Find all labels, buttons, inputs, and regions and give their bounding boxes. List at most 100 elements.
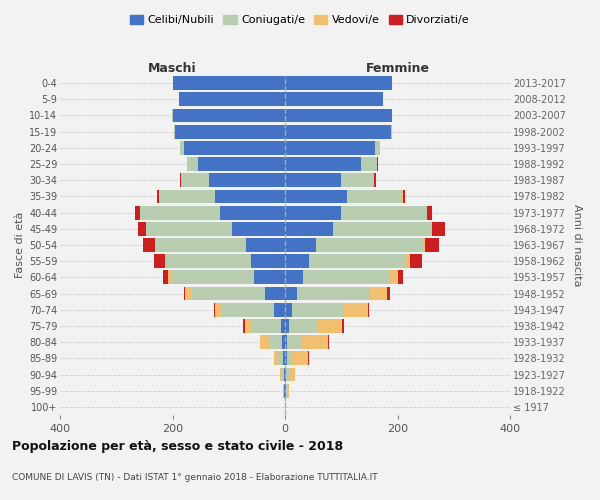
Bar — [318, 319, 342, 333]
Bar — [344, 303, 368, 316]
Bar — [389, 270, 398, 284]
Bar — [283, 352, 285, 365]
Bar — [215, 190, 285, 203]
Bar — [341, 206, 427, 220]
Bar — [251, 319, 281, 333]
Bar — [173, 108, 285, 122]
Bar — [138, 222, 146, 235]
Legend: Celibi/Nubili, Coniugati/e, Vedovi/e, Divorziati/e: Celibi/Nubili, Coniugati/e, Vedovi/e, Di… — [125, 10, 475, 30]
Y-axis label: Fasce di età: Fasce di età — [14, 212, 25, 278]
Bar — [180, 141, 184, 154]
Text: Popolazione per età, sesso e stato civile - 2018: Popolazione per età, sesso e stato civil… — [12, 440, 343, 453]
Bar — [342, 319, 343, 333]
Bar — [285, 222, 333, 235]
Bar — [157, 190, 159, 203]
Bar — [391, 125, 392, 138]
Bar — [280, 368, 282, 382]
Bar — [285, 319, 289, 333]
Bar — [269, 336, 281, 349]
Bar — [431, 222, 433, 235]
Bar — [198, 157, 285, 171]
Bar — [220, 206, 285, 220]
Text: Maschi: Maschi — [148, 62, 197, 75]
Bar — [285, 238, 316, 252]
Bar — [285, 352, 287, 365]
Bar — [184, 141, 285, 154]
Bar — [308, 254, 406, 268]
Bar — [289, 319, 318, 333]
Bar — [154, 254, 164, 268]
Bar — [244, 319, 245, 333]
Bar — [251, 254, 285, 268]
Bar — [181, 174, 209, 187]
Bar — [285, 286, 298, 300]
Bar — [341, 174, 374, 187]
Bar — [285, 190, 347, 203]
Bar — [374, 174, 376, 187]
Bar — [163, 270, 168, 284]
Bar — [410, 254, 422, 268]
Bar — [192, 286, 265, 300]
Bar — [292, 352, 308, 365]
Bar — [361, 157, 377, 171]
Bar — [285, 157, 361, 171]
Bar — [174, 125, 175, 138]
Bar — [375, 141, 380, 154]
Bar — [166, 254, 251, 268]
Bar — [287, 336, 301, 349]
Bar — [185, 286, 192, 300]
Bar — [284, 368, 285, 382]
Bar — [232, 222, 285, 235]
Bar — [214, 303, 215, 316]
Bar — [140, 206, 220, 220]
Bar — [287, 352, 292, 365]
Bar — [188, 157, 198, 171]
Bar — [285, 368, 286, 382]
Bar — [368, 303, 370, 316]
Bar — [292, 303, 344, 316]
Bar — [406, 254, 410, 268]
Bar — [287, 384, 289, 398]
Bar — [398, 270, 403, 284]
Bar — [135, 206, 140, 220]
Bar — [168, 270, 171, 284]
Bar — [285, 141, 375, 154]
Bar — [316, 238, 423, 252]
Bar — [286, 368, 289, 382]
Bar — [209, 174, 285, 187]
Bar — [285, 174, 341, 187]
Bar — [274, 352, 278, 365]
Bar — [377, 157, 379, 171]
Bar — [333, 222, 431, 235]
Bar — [155, 238, 245, 252]
Bar — [347, 190, 402, 203]
Bar — [423, 238, 425, 252]
Text: Femmine: Femmine — [365, 62, 430, 75]
Bar — [180, 174, 181, 187]
Bar — [171, 270, 254, 284]
Bar — [285, 206, 341, 220]
Bar — [285, 108, 392, 122]
Bar — [282, 368, 284, 382]
Bar — [285, 303, 292, 316]
Bar — [278, 352, 283, 365]
Bar — [289, 368, 295, 382]
Bar — [260, 336, 269, 349]
Bar — [143, 238, 155, 252]
Bar — [403, 190, 405, 203]
Bar — [146, 222, 232, 235]
Bar — [281, 319, 285, 333]
Bar — [281, 336, 285, 349]
Bar — [274, 303, 285, 316]
Text: COMUNE DI LAVIS (TN) - Dati ISTAT 1° gennaio 2018 - Elaborazione TUTTITALIA.IT: COMUNE DI LAVIS (TN) - Dati ISTAT 1° gen… — [12, 473, 377, 482]
Bar — [179, 92, 285, 106]
Bar — [254, 270, 285, 284]
Bar — [328, 336, 329, 349]
Bar — [245, 238, 285, 252]
Bar — [164, 254, 166, 268]
Bar — [184, 286, 185, 300]
Bar — [285, 270, 303, 284]
Bar — [301, 336, 328, 349]
Y-axis label: Anni di nascita: Anni di nascita — [572, 204, 583, 286]
Bar — [298, 286, 370, 300]
